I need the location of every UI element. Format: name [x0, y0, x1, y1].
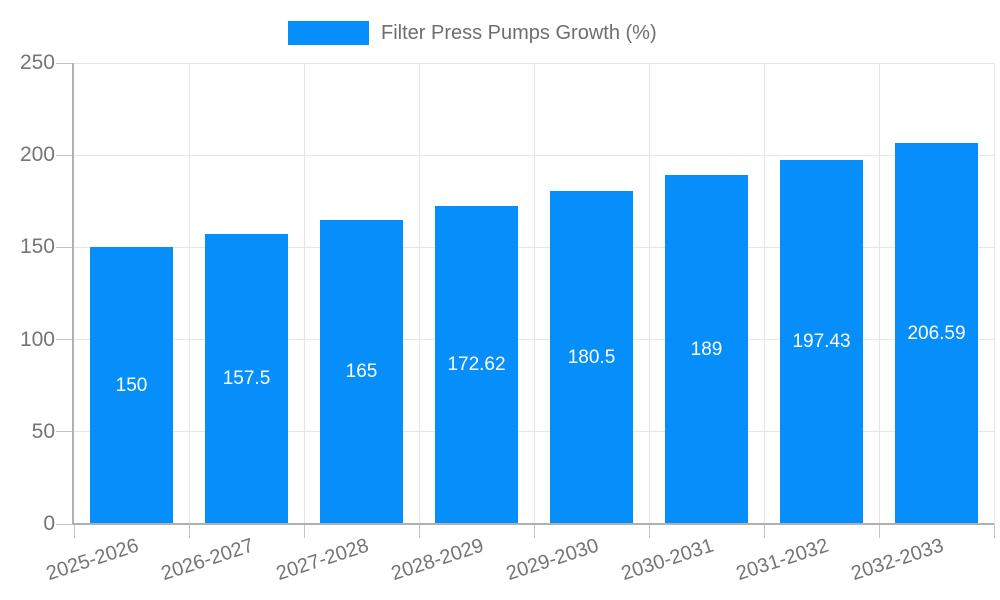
chart-legend: Filter Press Pumps Growth (%) [288, 21, 657, 45]
x-axis-tick [648, 524, 650, 538]
y-axis-tick [56, 154, 73, 156]
x-axis-tick [763, 524, 765, 538]
y-axis-tick [56, 523, 73, 525]
bar-value-label: 197.43 [792, 330, 851, 352]
y-axis-tick [56, 246, 73, 248]
y-axis-line [72, 63, 74, 525]
x-axis-tick-label: 2030-2031 [618, 534, 716, 586]
y-axis-tick-label: 200 [19, 143, 55, 167]
bar-value-label: 180.5 [567, 346, 616, 368]
x-axis-tick-label: 2025-2026 [43, 534, 141, 586]
bar-value-label: 172.62 [447, 353, 506, 375]
x-axis-tick [188, 524, 190, 538]
y-axis-tick [56, 62, 73, 64]
x-axis-tick [533, 524, 535, 538]
x-axis-tick [878, 524, 880, 538]
x-axis-line [72, 523, 994, 525]
x-gridline [878, 63, 880, 524]
y-axis-tick-label: 250 [19, 51, 55, 74]
bar-value-label: 189 [690, 338, 723, 360]
x-axis-tick-label: 2028-2029 [388, 534, 486, 586]
y-axis-tick-label: 50 [31, 419, 55, 443]
x-gridline [533, 63, 535, 524]
legend-label: Filter Press Pumps Growth (%) [381, 22, 657, 44]
bar[interactable] [435, 205, 518, 524]
x-axis-tick-label: 2026-2027 [158, 534, 256, 586]
bar[interactable] [320, 219, 403, 524]
y-axis-tick-label: 0 [43, 512, 55, 535]
x-axis-tick-label: 2032-2033 [848, 534, 946, 586]
x-axis-tick [993, 524, 995, 538]
x-axis-tick [73, 524, 75, 538]
x-axis-tick-label: 2027-2028 [273, 534, 371, 586]
x-gridline [648, 63, 650, 524]
y-axis-tick-label: 100 [19, 327, 55, 351]
y-axis-tick [56, 339, 73, 341]
legend-color-swatch [288, 21, 369, 45]
x-gridline [763, 63, 765, 524]
bar-value-label: 165 [345, 360, 378, 382]
y-axis-tick [56, 431, 73, 433]
bar-value-label: 157.5 [222, 367, 271, 389]
x-gridline [303, 63, 305, 524]
x-axis-tick [418, 524, 420, 538]
x-gridline [993, 63, 995, 524]
bar[interactable] [895, 143, 978, 524]
x-axis-tick-label: 2031-2032 [733, 534, 831, 586]
x-axis-tick [303, 524, 305, 538]
x-gridline [188, 63, 190, 524]
bar-value-label: 206.59 [907, 322, 966, 344]
x-axis-tick-label: 2029-2030 [503, 534, 601, 586]
bar[interactable] [665, 175, 748, 524]
bar[interactable] [780, 159, 863, 524]
bar[interactable] [550, 191, 633, 524]
bar-value-label: 150 [115, 374, 148, 396]
bar[interactable] [90, 247, 173, 524]
x-gridline [418, 63, 420, 524]
bar[interactable] [205, 233, 288, 524]
y-axis-tick-label: 150 [19, 235, 55, 259]
